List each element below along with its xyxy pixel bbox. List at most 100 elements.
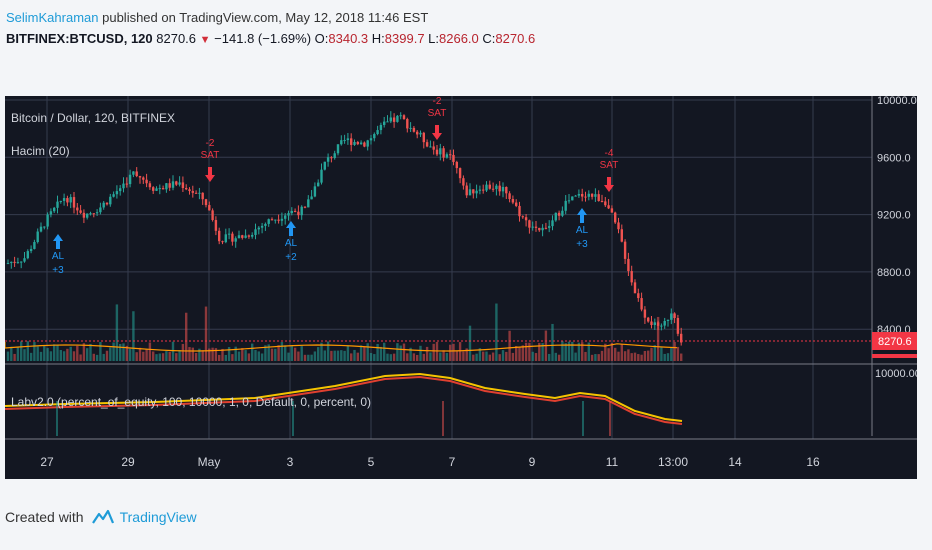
candle-body — [353, 141, 356, 145]
volume-bar — [323, 350, 326, 361]
volume-bar — [442, 350, 445, 361]
low-label: L: — [428, 31, 440, 46]
candle-body — [234, 238, 237, 242]
last-price: 8270.6 — [156, 31, 197, 46]
volume-bar — [554, 352, 557, 361]
candle-body — [244, 235, 247, 238]
volume-bar — [650, 347, 653, 361]
volume-bar — [590, 354, 594, 361]
volume-bar — [399, 345, 402, 361]
signal-buy: AL +3 — [576, 208, 589, 250]
candle-body — [307, 199, 310, 208]
volume-bar — [660, 347, 663, 361]
candle-body — [231, 233, 234, 242]
volume-bar — [76, 345, 79, 361]
candle-body — [152, 187, 155, 191]
candle-body — [330, 157, 333, 159]
signal-buy: AL +3 — [52, 234, 65, 276]
volume-bar — [425, 346, 429, 361]
candle-body — [72, 197, 76, 208]
volume-bar — [254, 349, 257, 361]
sell-arrow-icon — [432, 125, 442, 140]
volume-bar — [336, 350, 340, 361]
volume-bar — [449, 344, 452, 361]
candle-body — [633, 282, 637, 294]
candle-body — [135, 171, 138, 177]
volume-bar — [86, 348, 89, 361]
volume-bar — [36, 346, 39, 361]
volume-bar — [610, 343, 614, 361]
volume-bar — [284, 345, 287, 361]
candle-body — [175, 181, 178, 185]
close-label: C: — [482, 31, 496, 46]
low-value: 8266.0 — [439, 31, 479, 46]
buy-arrow-icon — [286, 221, 296, 236]
candle-body — [670, 313, 673, 320]
candle-body — [300, 206, 303, 216]
candlesticks — [6, 111, 683, 346]
volume-bar — [416, 354, 419, 361]
signal-label: SAT — [201, 150, 220, 161]
candle-body — [544, 227, 548, 229]
candle-body — [112, 194, 115, 197]
candle-body — [399, 115, 402, 117]
volume-bar — [369, 352, 373, 361]
volume-bar — [330, 350, 333, 361]
time-tick-label: 27 — [40, 455, 54, 469]
volume-bar — [109, 347, 112, 361]
volume-bar — [458, 342, 462, 361]
candle-body — [647, 317, 650, 322]
candle-body — [16, 262, 20, 264]
volume-bar — [356, 352, 359, 361]
volume-bar — [66, 348, 69, 361]
volume-bar — [99, 341, 102, 361]
volume-bar — [340, 350, 343, 361]
volume-bar — [29, 352, 33, 361]
candle-body — [643, 309, 647, 318]
candle-body — [62, 198, 66, 201]
volume-bar — [303, 354, 307, 361]
candle-body — [76, 207, 79, 211]
candle-body — [270, 219, 274, 221]
candle-body — [326, 157, 330, 162]
volume-bar — [376, 343, 379, 361]
candle-body — [409, 127, 412, 129]
candle-body — [310, 196, 313, 200]
candle-body — [587, 193, 590, 197]
candle-body — [561, 210, 564, 216]
volume-bar — [297, 351, 300, 361]
chart-panel[interactable]: AL +3 -2 SAT AL +2 -2 SAT AL +3 -4 SAT 10000.0 9600.… — [5, 96, 917, 479]
volume-bar — [604, 343, 607, 361]
candle-body — [56, 201, 59, 208]
author-link[interactable]: SelimKahraman — [6, 10, 99, 25]
tradingview-brand-link[interactable]: TradingView — [119, 509, 197, 525]
candle-body — [132, 171, 135, 175]
volume-bar — [191, 347, 194, 361]
volume-bar — [92, 353, 95, 361]
volume-bar — [673, 341, 676, 361]
volume-bar — [614, 347, 617, 361]
candle-body — [125, 183, 128, 185]
tradingview-logo-icon[interactable] — [91, 508, 114, 526]
candle-body — [673, 313, 676, 319]
volume-bar — [571, 341, 574, 361]
signal-value: +3 — [52, 265, 64, 276]
volume-bar — [498, 354, 501, 361]
volume-bar — [185, 312, 188, 361]
candle-body — [181, 182, 185, 189]
candle-body — [660, 325, 663, 327]
volume-bar — [531, 351, 534, 361]
candle-body — [564, 200, 567, 211]
volume-bar — [396, 343, 399, 361]
candle-body — [435, 149, 439, 155]
candle-body — [142, 177, 145, 180]
lower-pane-tick: 10000.0000 — [875, 368, 917, 380]
volume-bar — [518, 346, 521, 361]
candle-body — [432, 146, 435, 150]
volume-bar — [508, 330, 511, 361]
candle-body — [610, 208, 614, 213]
volume-bar — [465, 348, 468, 361]
candle-body — [105, 202, 109, 205]
